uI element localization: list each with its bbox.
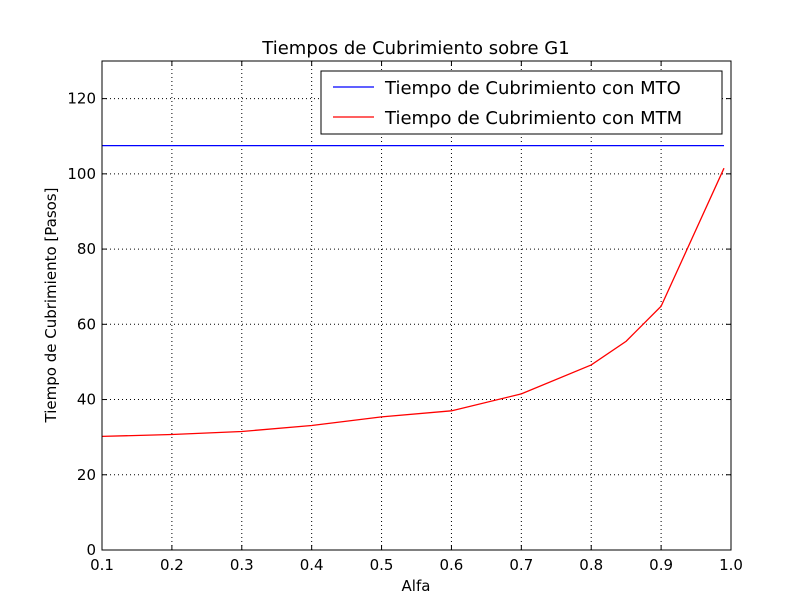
y-axis-label: Tiempo de Cubrimiento [Pasos]	[42, 188, 60, 424]
x-tick-label: 0.8	[579, 556, 603, 574]
y-tick-label: 80	[77, 240, 96, 258]
x-tick-label: 0.4	[300, 556, 324, 574]
y-tick-label: 40	[77, 391, 96, 409]
plot-frame	[101, 60, 732, 551]
x-tick-label: 0.7	[509, 556, 533, 574]
x-axis-label: Alfa	[402, 577, 431, 595]
legend-frame	[320, 70, 723, 135]
x-tick-label: 0.5	[370, 556, 394, 574]
legend: Tiempo de Cubrimiento con MTO Tiempo de …	[320, 70, 723, 135]
axis-ticks: 0.1 0.2 0.3 0.4 0.5 0.6 0.7 0.8 0.9 1.0 0 20 40 60 80 1…	[67, 61, 743, 574]
x-tick-label: 1.0	[719, 556, 743, 574]
plot-series	[101, 144, 725, 438]
y-tick-label: 100	[67, 165, 96, 183]
x-tick-label: 0.9	[649, 556, 673, 574]
legend-label-mtm: Tiempo de Cubrimiento con MTM	[384, 108, 682, 129]
x-tick-label: 0.1	[90, 556, 114, 574]
x-tick-label: 0.2	[160, 556, 184, 574]
x-tick-label: 0.6	[440, 556, 464, 574]
y-tick-label: 120	[67, 90, 96, 108]
series-line-mtm	[101, 167, 725, 438]
x-tick-label: 0.3	[230, 556, 254, 574]
legend-label-mto: Tiempo de Cubrimiento con MTO	[384, 78, 681, 99]
y-tick-label: 0	[86, 541, 96, 559]
chart-title: Tiempos de Cubrimiento sobre G1	[261, 38, 569, 59]
y-tick-label: 60	[77, 315, 96, 333]
y-tick-label: 20	[77, 466, 96, 484]
